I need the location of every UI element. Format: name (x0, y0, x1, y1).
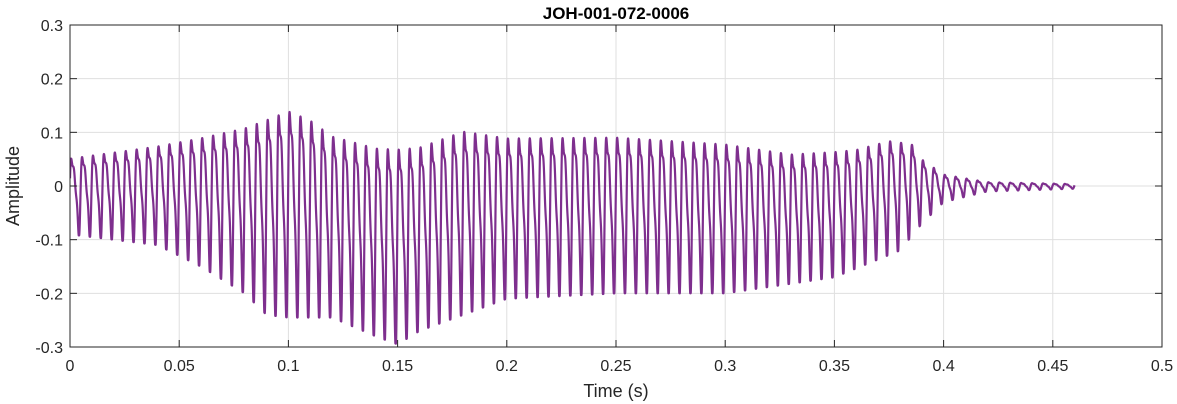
y-tick-label: -0.3 (35, 340, 63, 357)
chart-title: JOH-001-072-0006 (543, 4, 689, 23)
x-tick-label: 0.3 (714, 358, 736, 375)
y-tick-label: -0.1 (35, 233, 63, 250)
x-tick-label: 0.5 (1151, 358, 1173, 375)
x-axis-ticks: 0 0.05 0.1 0.15 0.2 0.25 0.3 0.35 0.4 0.45 0.5 (66, 25, 1173, 375)
y-tick-label: 0 (54, 179, 63, 196)
x-tick-label: 0.15 (382, 358, 413, 375)
x-tick-label: 0.45 (1037, 358, 1068, 375)
y-tick-label: 0.2 (41, 72, 63, 89)
x-tick-label: 0.25 (600, 358, 631, 375)
y-axis-ticks: -0.3 -0.2 -0.1 0 0.1 0.2 0.3 (35, 18, 1162, 357)
y-axis-label: Amplitude (3, 146, 23, 226)
x-tick-label: 0.1 (277, 358, 299, 375)
plot-area (70, 110, 1076, 345)
y-tick-label: -0.2 (35, 286, 63, 303)
x-tick-label: 0.35 (819, 358, 850, 375)
x-axis-label: Time (s) (583, 381, 648, 401)
x-tick-label: 0 (66, 358, 75, 375)
x-tick-label: 0.05 (164, 358, 195, 375)
y-tick-label: 0.3 (41, 18, 63, 35)
y-tick-label: 0.1 (41, 125, 63, 142)
waveform-series-line (70, 110, 1076, 345)
x-tick-label: 0.2 (496, 358, 518, 375)
x-tick-label: 0.4 (932, 358, 954, 375)
